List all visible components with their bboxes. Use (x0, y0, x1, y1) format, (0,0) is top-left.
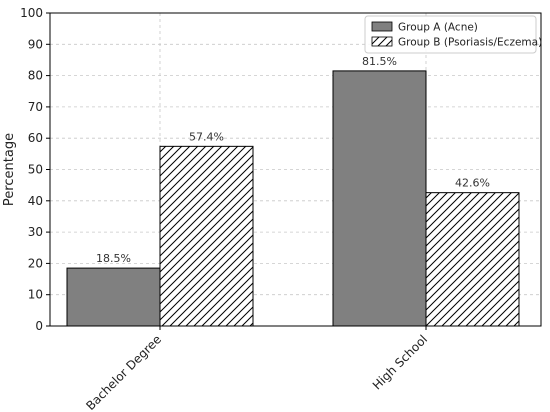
legend-entry-label: Group A (Acne) (398, 22, 478, 34)
x-tick-label: Bachelor Degree (83, 332, 164, 412)
bar-group-a (332, 70, 427, 327)
y-tick-label: 30 (28, 225, 43, 239)
data-label: 81.5% (362, 55, 397, 68)
y-tick-label: 0 (35, 319, 43, 333)
y-tick-label: 60 (28, 131, 43, 145)
data-label: 42.6% (455, 177, 490, 190)
y-tick-label: 50 (28, 163, 43, 177)
y-tick-label: 80 (28, 69, 43, 83)
legend-swatch (371, 36, 393, 47)
y-tick-label: 90 (28, 37, 43, 51)
y-axis-title: Percentage (2, 133, 17, 206)
y-tick-label: 20 (28, 256, 43, 270)
x-tick-label: High School (370, 332, 430, 392)
y-tick-label: 40 (28, 194, 43, 208)
bar-group-a (66, 267, 161, 327)
legend-box (364, 15, 537, 54)
data-label: 18.5% (96, 252, 131, 265)
y-tick-label: 100 (20, 6, 43, 20)
bar-group-b (159, 145, 254, 327)
bar-group-b (425, 192, 520, 327)
y-tick-label: 10 (28, 288, 43, 302)
legend-swatch (371, 21, 393, 32)
legend: Group A (Acne) Group B (Psoriasis/Eczema) (364, 15, 542, 54)
bars: 18.5% 81.5% 57.4% 42.6% (66, 55, 520, 327)
data-label: 57.4% (189, 130, 224, 143)
plot-frame (49, 12, 542, 327)
legend-entry-label: Group B (Psoriasis/Eczema) (398, 37, 542, 49)
y-tick-label: 70 (28, 100, 43, 114)
